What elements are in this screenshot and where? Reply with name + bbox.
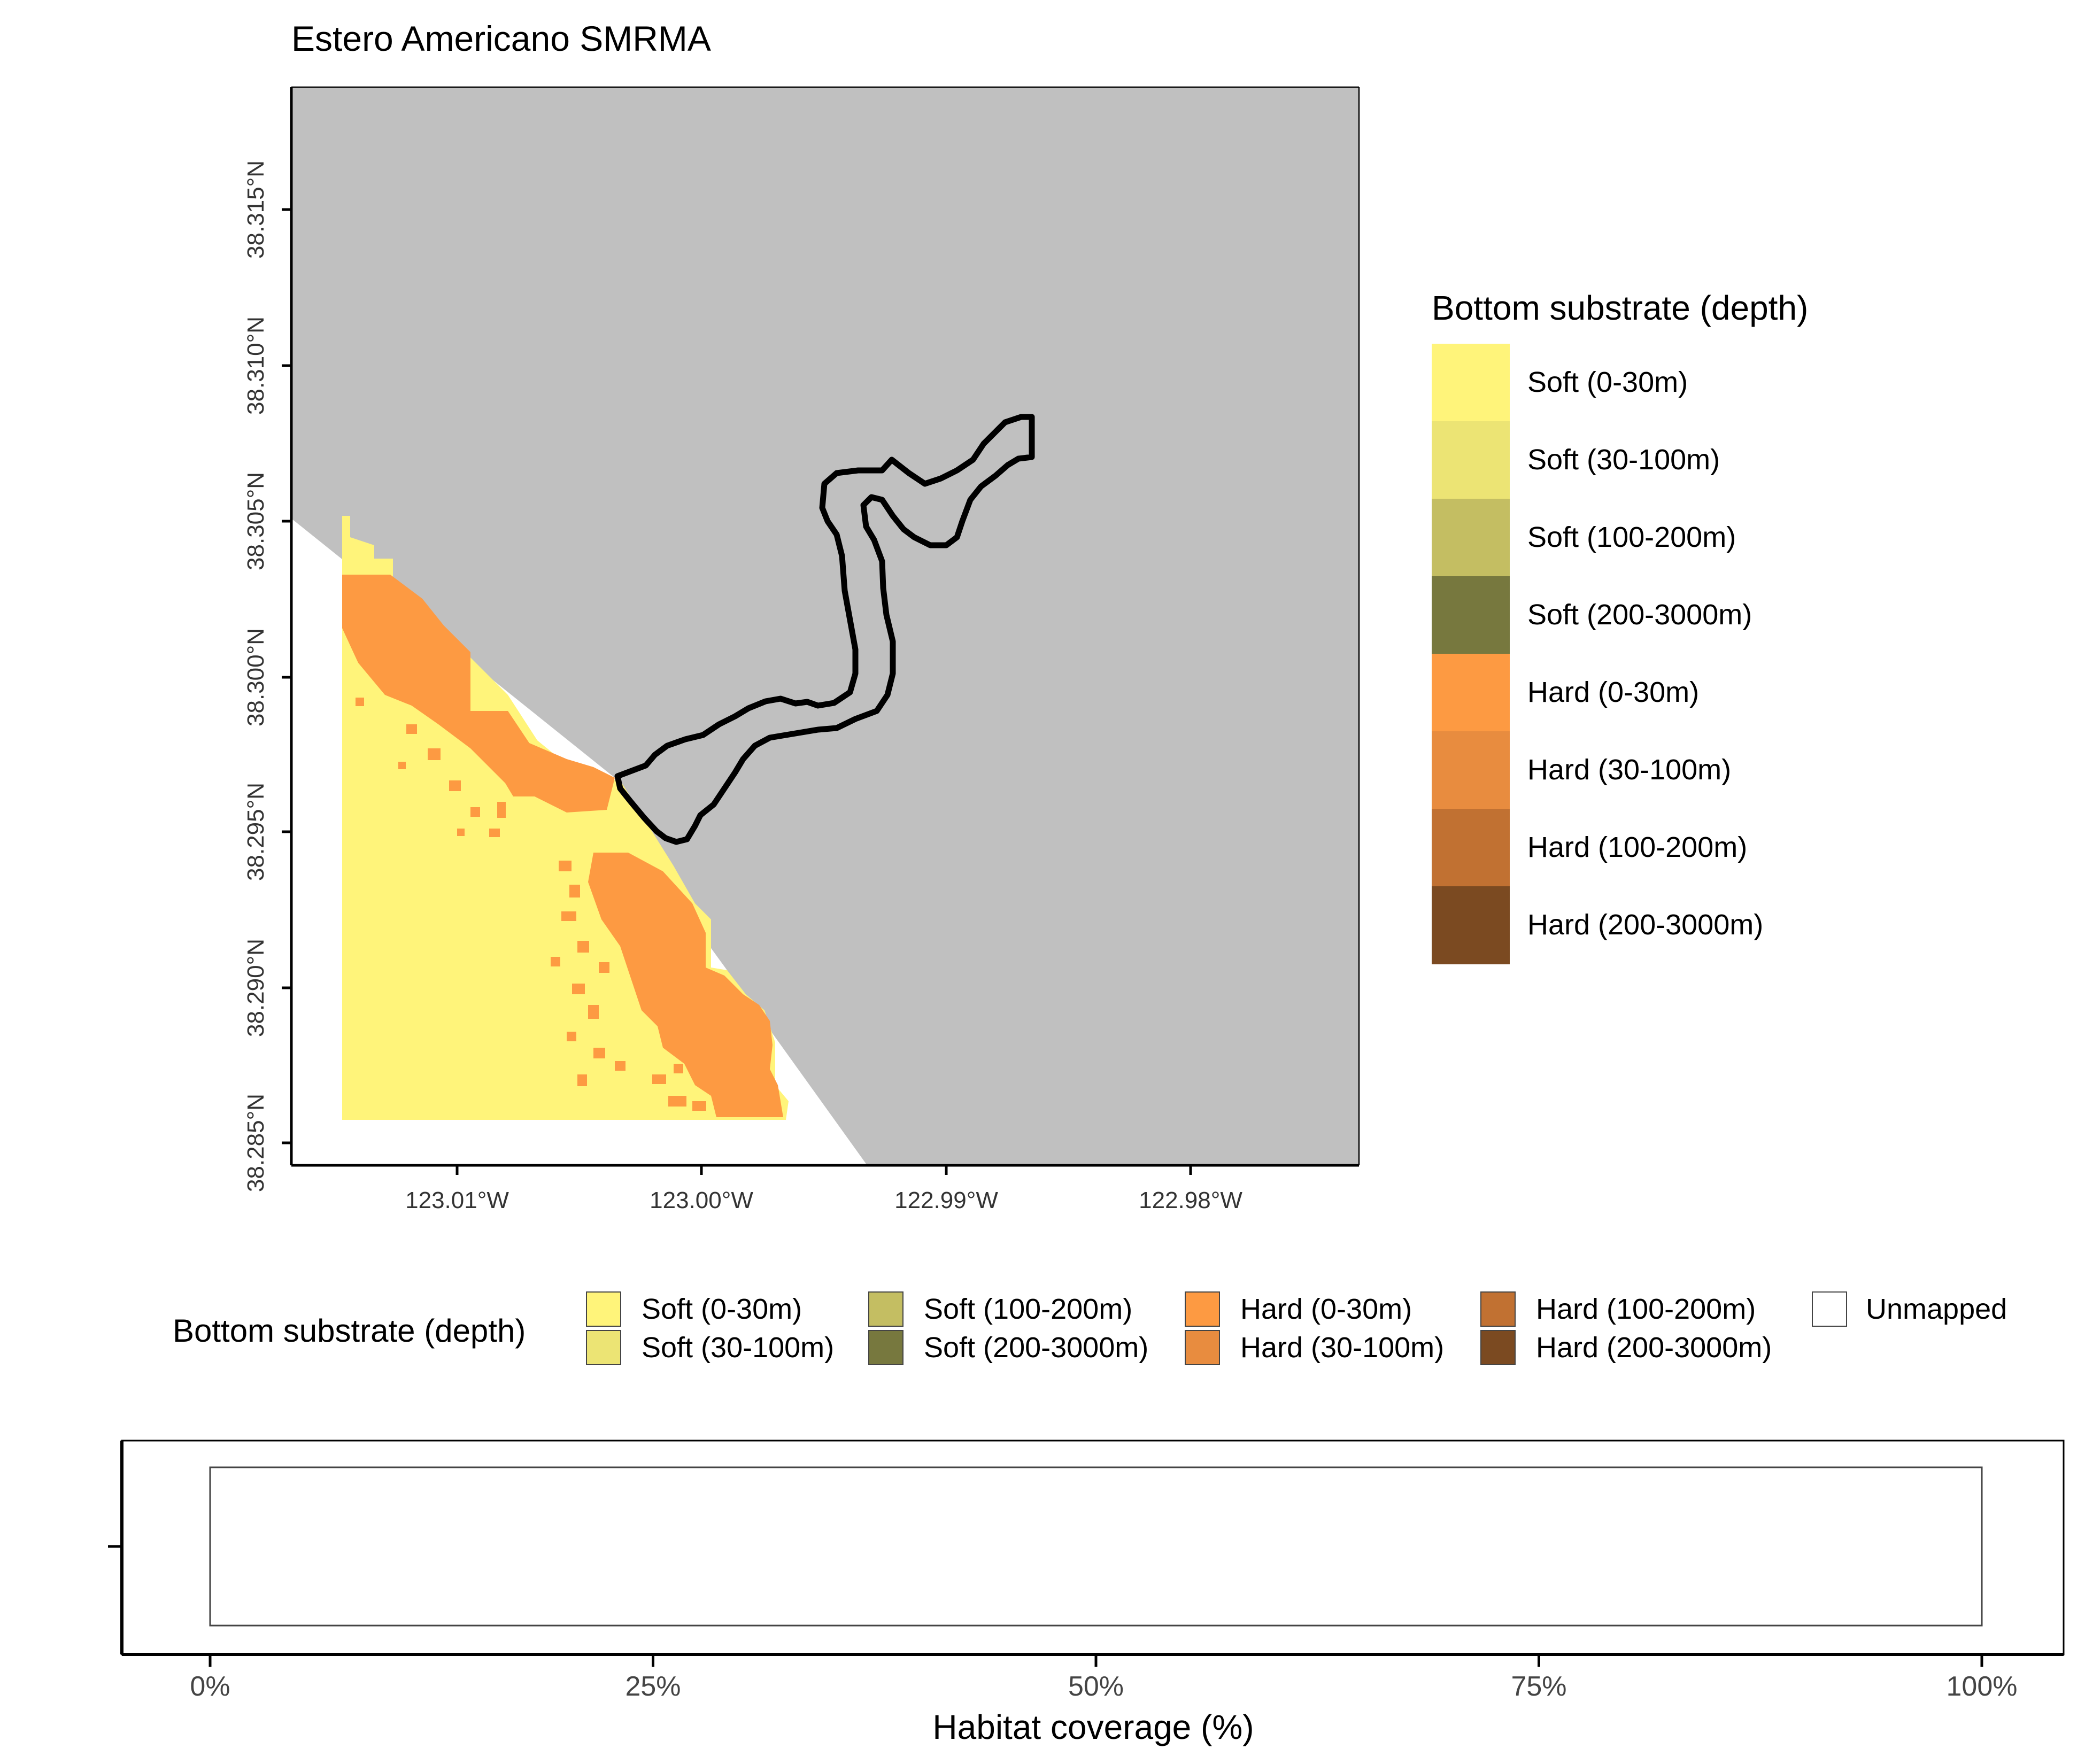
map-y-tick-label: 38.290°N — [243, 939, 269, 1037]
map-y-tick-label: 38.315°N — [243, 160, 269, 259]
legend-bottom-label: Hard (30-100m) — [1240, 1332, 1444, 1364]
map-x-tick-label: 122.99°W — [894, 1187, 998, 1213]
map-y-tick-label: 38.285°N — [243, 1094, 269, 1192]
map-y-tick-label: 38.305°N — [243, 472, 269, 570]
coverage-x-tick-label: 25% — [625, 1671, 681, 1702]
legend-right-label: Hard (100-200m) — [1527, 831, 1747, 863]
coverage-bar — [209, 1466, 1983, 1627]
coverage-x-tick-label: 0% — [190, 1671, 230, 1702]
legend-bottom-label: Hard (0-30m) — [1240, 1293, 1412, 1325]
map-axes — [290, 86, 1360, 1167]
legend-right-label: Soft (200-3000m) — [1527, 599, 1752, 631]
legend-right-swatch — [1432, 344, 1510, 422]
map-x-tick-label: 123.00°W — [650, 1187, 753, 1213]
coverage-x-label: Habitat coverage (%) — [932, 1708, 1254, 1746]
legend-right-swatch — [1432, 576, 1510, 654]
legend-bottom-label: Soft (30-100m) — [642, 1332, 834, 1364]
coverage-chart: 0% 25% 50% 75% 100% Habitat coverage (%) — [108, 1440, 2065, 1746]
legend-bottom-swatch — [868, 1330, 904, 1365]
hard-0-30m-south — [588, 853, 783, 1117]
substrate-raster — [342, 516, 789, 1120]
legend-right-label: Soft (0-30m) — [1527, 366, 1688, 398]
legend-right-label: Soft (100-200m) — [1527, 521, 1736, 553]
coverage-x-axis: 0% 25% 50% 75% 100% — [190, 1654, 2018, 1702]
legend-bottom-swatch — [586, 1330, 621, 1365]
chart-title: Estero Americano SMRMA — [291, 19, 711, 58]
coverage-bars — [209, 1466, 1983, 1627]
legend-bottom-label: Soft (200-3000m) — [924, 1332, 1148, 1364]
legend-bottom-swatch — [586, 1291, 621, 1327]
map-x-tick-label: 123.01°W — [405, 1187, 509, 1213]
legend-right-swatch — [1432, 654, 1510, 732]
legend-right-label: Hard (200-3000m) — [1527, 909, 1763, 941]
land-area — [291, 87, 1359, 1165]
legend-bottom-label: Soft (100-200m) — [924, 1293, 1132, 1325]
map-y-tick-label: 38.310°N — [243, 316, 269, 415]
legend-right-swatch — [1432, 421, 1510, 499]
legend-bottom-swatch — [1185, 1291, 1220, 1327]
legend-bottom-swatch — [1480, 1291, 1516, 1327]
map-y-tick-label: 38.300°N — [243, 628, 269, 726]
coverage-x-tick-label: 100% — [1947, 1671, 2018, 1702]
legend-bottom-swatch — [1185, 1330, 1220, 1365]
legend-right-label: Soft (30-100m) — [1527, 444, 1720, 476]
coverage-x-tick-label: 50% — [1068, 1671, 1124, 1702]
legend-right-label: Hard (30-100m) — [1527, 754, 1731, 786]
legend-bottom-swatch — [868, 1291, 904, 1327]
legend-bottom-swatch — [1812, 1291, 1847, 1327]
legend-bottom-label: Soft (0-30m) — [642, 1293, 802, 1325]
map-y-tick-label: 38.295°N — [243, 783, 269, 881]
map-y-axis: 38.315°N 38.310°N 38.305°N 38.300°N 38.295°N… — [243, 160, 291, 1192]
legend-right-swatch — [1432, 886, 1510, 964]
map-x-tick-label: 122.98°W — [1139, 1187, 1242, 1213]
hard-0-30m-nearshore — [342, 575, 615, 813]
legend-bottom-label: Unmapped — [1866, 1293, 2007, 1325]
hard-speckles — [353, 617, 706, 1111]
legend-bottom: Bottom substrate (depth) Soft (0-30m) Sof… — [173, 1291, 2007, 1365]
map-x-axis: 123.01°W 123.00°W 122.99°W 122.98°W — [405, 1165, 1242, 1213]
smrma-boundary — [614, 414, 1035, 845]
legend-bottom-label: Hard (100-200m) — [1536, 1293, 1756, 1325]
legend-bottom-title: Bottom substrate (depth) — [173, 1313, 526, 1349]
legend-right-label: Hard (0-30m) — [1527, 676, 1699, 708]
legend-right: Bottom substrate (depth) Soft (0-30m) Sof… — [1432, 289, 1808, 964]
legend-bottom-swatch — [1480, 1330, 1516, 1365]
legend-right-swatch — [1432, 499, 1510, 577]
legend-bottom-label: Hard (200-3000m) — [1536, 1332, 1772, 1364]
legend-right-swatch — [1432, 809, 1510, 887]
map-panel — [291, 87, 1359, 1165]
legend-right-title: Bottom substrate (depth) — [1432, 289, 1808, 327]
coverage-x-tick-label: 75% — [1511, 1671, 1566, 1702]
legend-right-swatch — [1432, 731, 1510, 809]
